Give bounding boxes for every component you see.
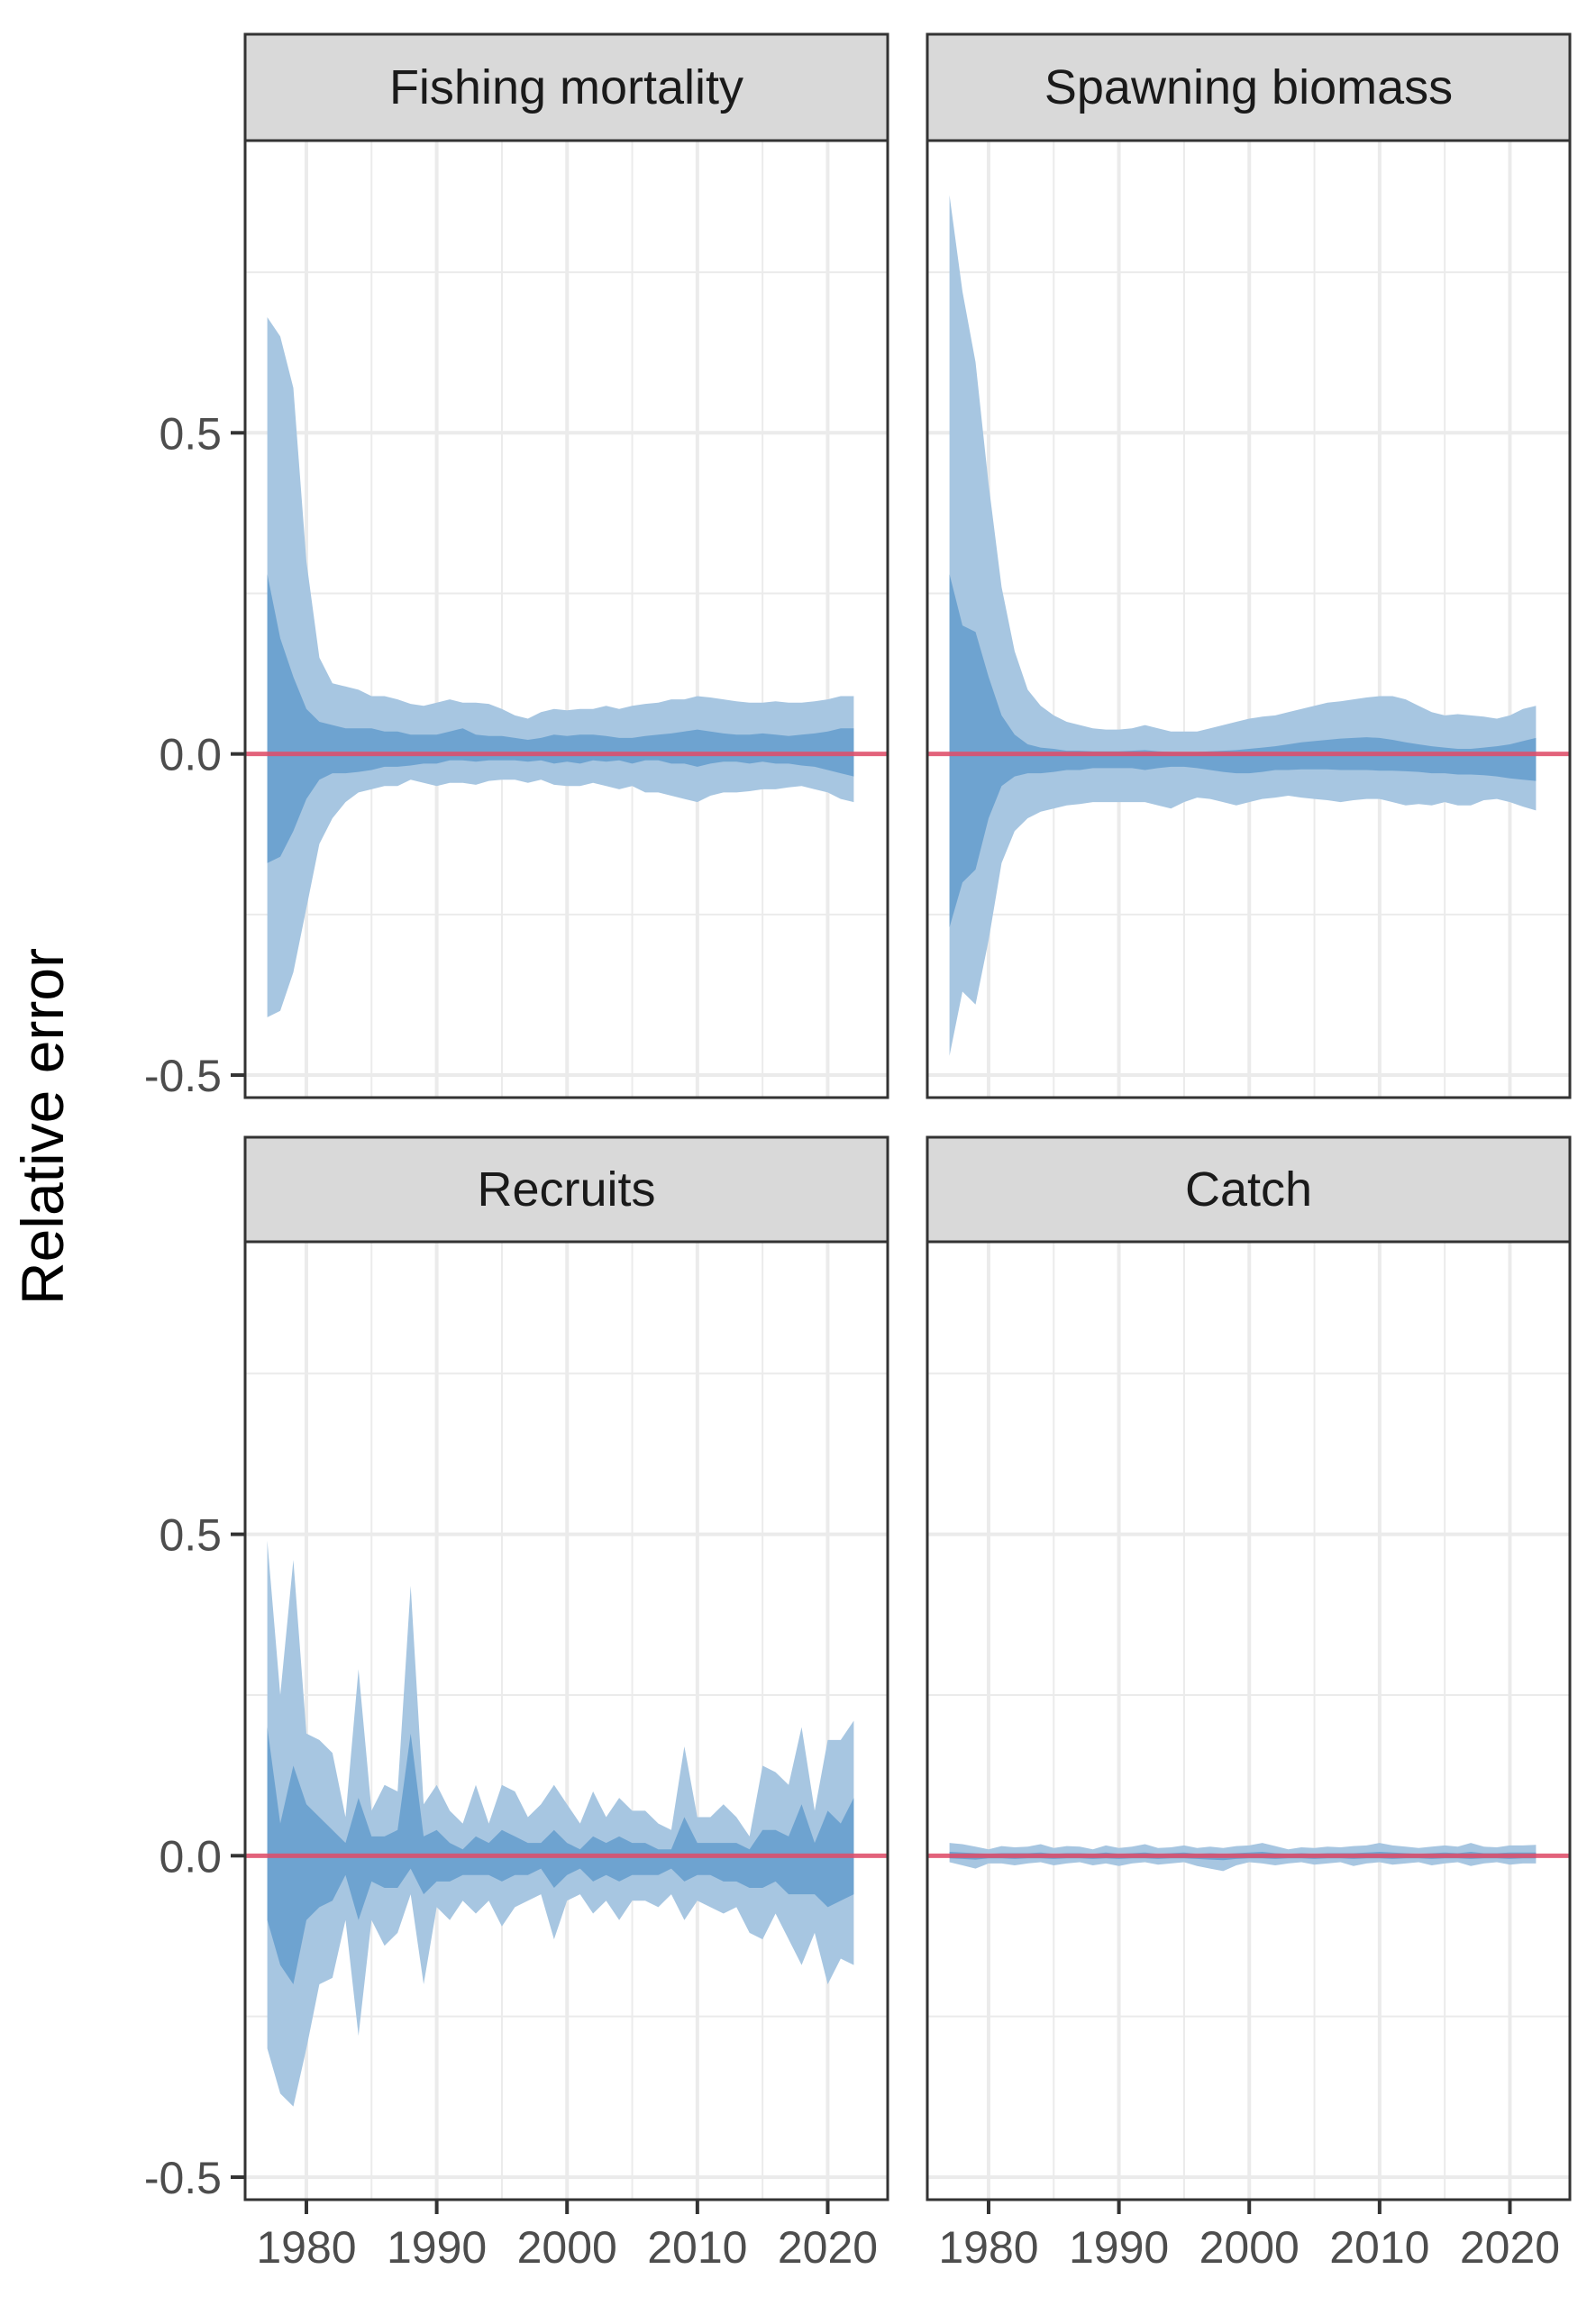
y-tick-label: 0.5: [159, 408, 222, 459]
x-tick-label: 2010: [1329, 2222, 1429, 2273]
x-tick-label: 1980: [256, 2222, 356, 2273]
strip-background: [926, 32, 1572, 142]
panel-catch: Catch 1980 1990 2000 2010 2020: [926, 1135, 1572, 2273]
x-tick-label: 2000: [1199, 2222, 1300, 2273]
panel-spawning-biomass: Spawning biomass: [926, 32, 1572, 1099]
x-tick-label: 2020: [778, 2222, 878, 2273]
y-tick-label: 0.0: [159, 730, 222, 780]
y-tick-label: 0.0: [159, 1831, 222, 1882]
strip-title: Spawning biomass: [1044, 60, 1453, 114]
y-tick-label: -0.5: [144, 2153, 222, 2203]
panel-recruits: Recruits -0.5 0.0 0.5 1980 1990 2000 2010 2020: [144, 1135, 889, 2273]
x-tick-label: 1990: [387, 2222, 487, 2273]
outer-interval-band: [267, 1540, 854, 2107]
strip-title: Catch: [1185, 1162, 1312, 1217]
x-tick-label: 1980: [938, 2222, 1038, 2273]
x-tick-label: 2010: [647, 2222, 747, 2273]
strip-background: [926, 1135, 1572, 1244]
panels-group: Fishing mortality -0.5 0.0 0.5 Spawning biom…: [144, 32, 1572, 2273]
strip-title: Fishing mortality: [389, 60, 743, 114]
x-tick-label: 1990: [1069, 2222, 1169, 2273]
panel-fishing-mortality: Fishing mortality -0.5 0.0 0.5: [144, 32, 889, 1101]
x-tick-label: 2020: [1460, 2222, 1560, 2273]
x-tick-label: 2000: [517, 2222, 617, 2273]
strip-background: [243, 32, 889, 142]
inner-interval-band: [949, 574, 1537, 928]
y-axis-title: Relative error: [9, 948, 76, 1305]
y-tick-label: -0.5: [144, 1051, 222, 1101]
strip-background: [243, 1135, 889, 1244]
y-tick-label: 0.5: [159, 1510, 222, 1561]
strip-title: Recruits: [477, 1162, 655, 1217]
